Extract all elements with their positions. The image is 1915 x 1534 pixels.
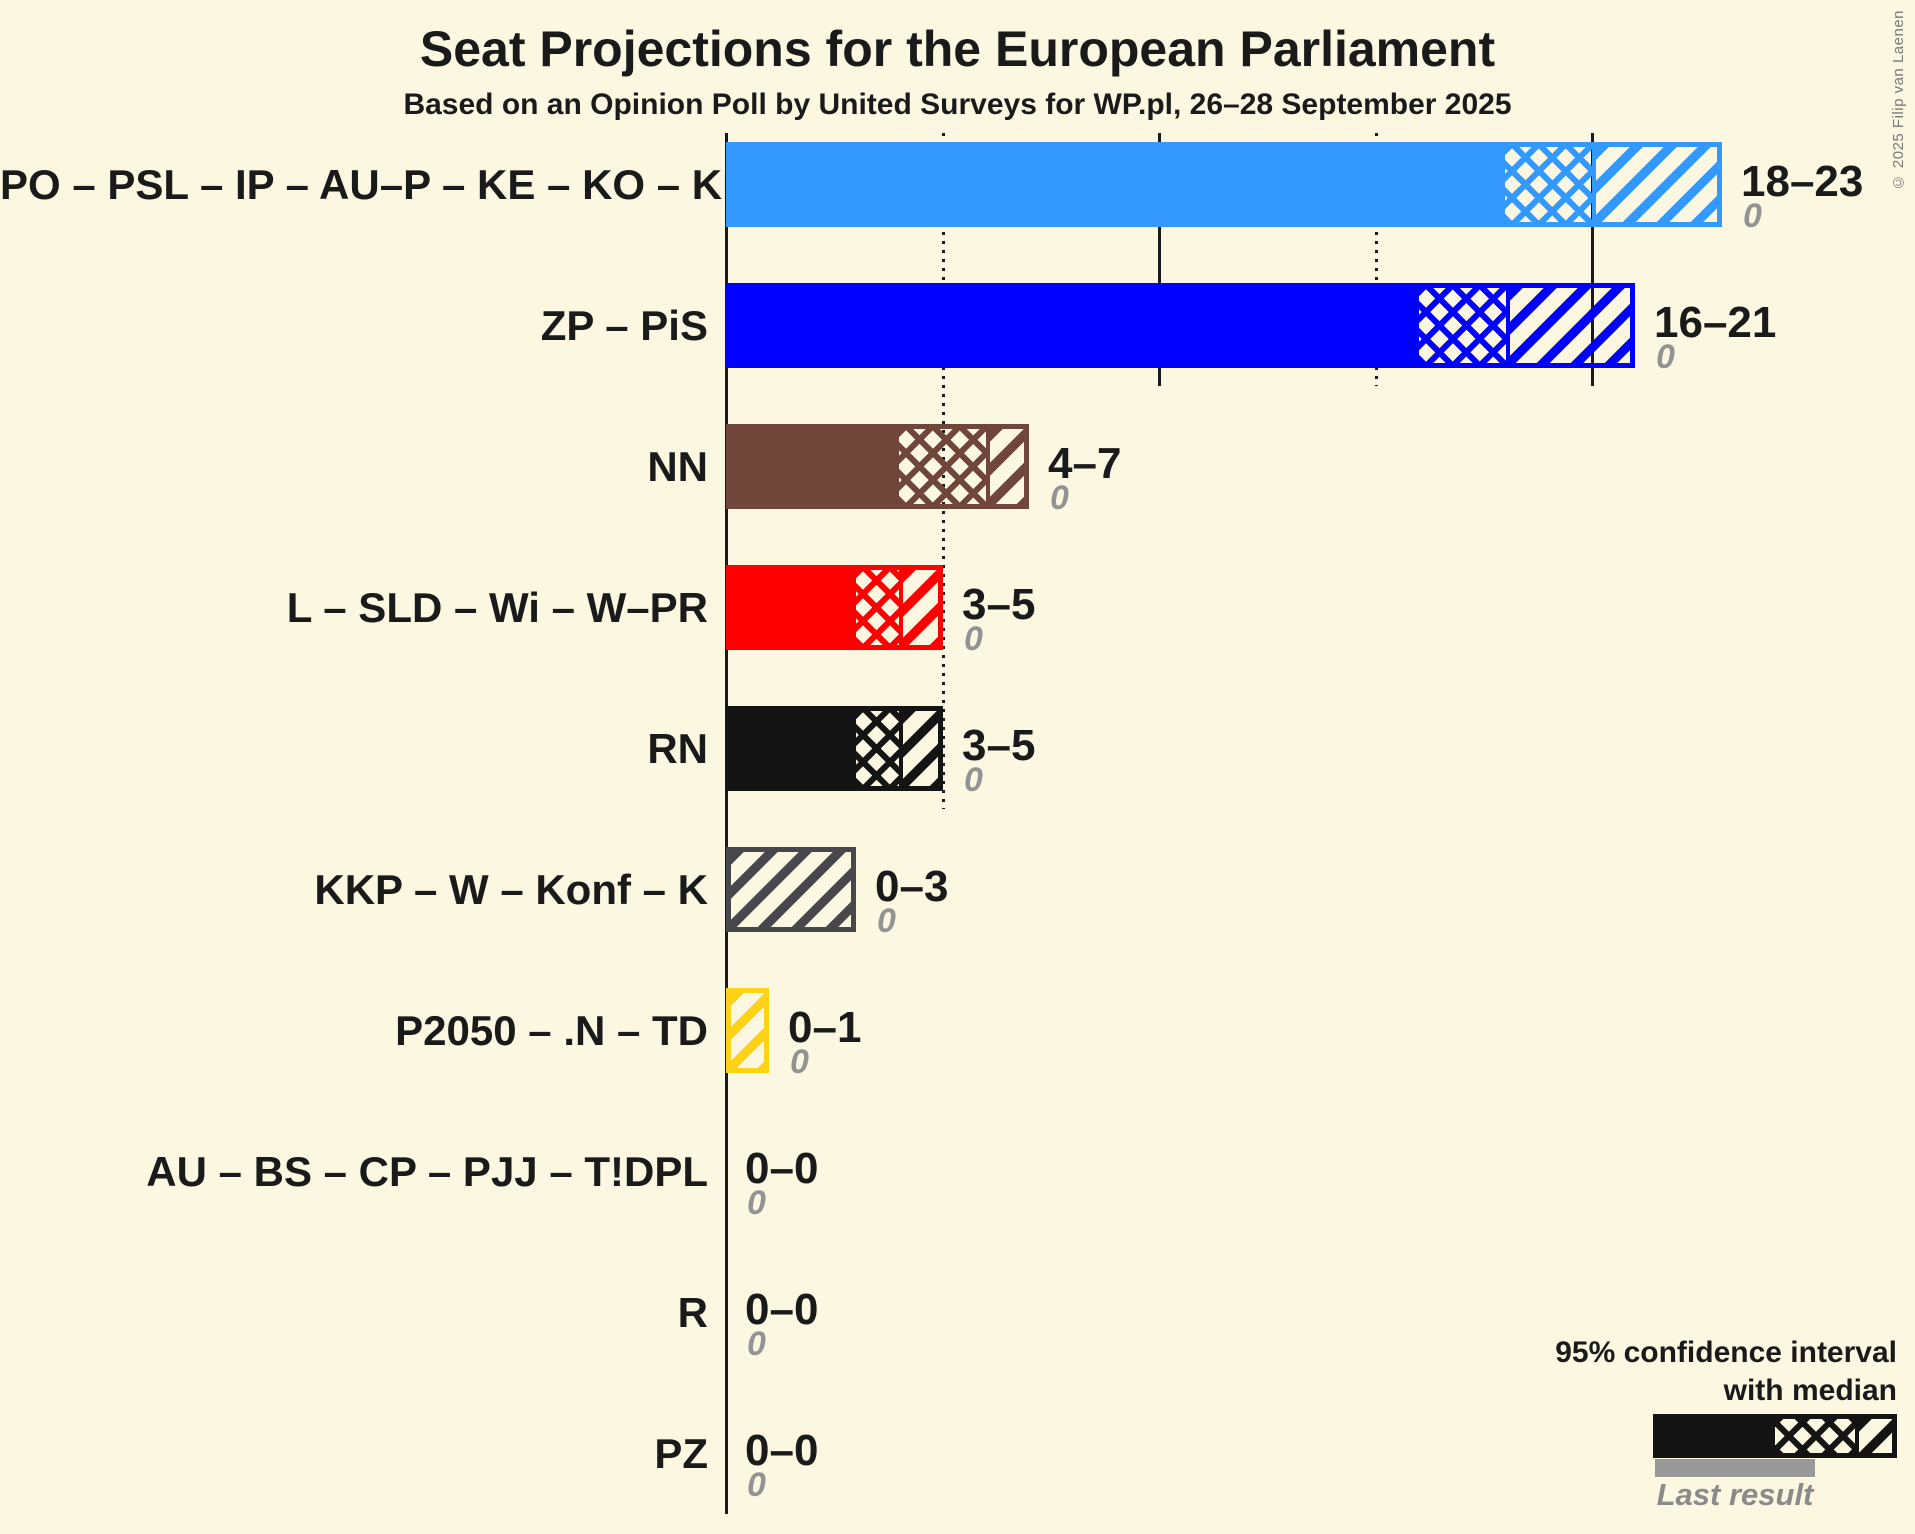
x-gridline-20	[1591, 133, 1594, 386]
party-label: AU – BS – CP – PJJ – T!DPL	[146, 1148, 708, 1195]
last-result-value: 0	[964, 620, 983, 658]
x-gridline-15	[1375, 133, 1378, 386]
last-result-value: 0	[1743, 197, 1762, 235]
bar-row: PO – PSL – IP – AU–P – KE – KO – KP – P 1…	[0, 142, 1915, 233]
ci-crosshatch-segment	[1505, 147, 1592, 222]
last-result-value: 0	[1656, 338, 1675, 376]
ci-diagonal-segment	[731, 852, 851, 927]
bar-row: P2050 – .N – TD 0–1 0	[0, 988, 1915, 1079]
ci-diagonal-segment	[899, 711, 938, 786]
ci-diagonal-segment	[1855, 1419, 1892, 1453]
x-gridline-10	[1158, 133, 1161, 386]
chart-title: Seat Projections for the European Parlia…	[419, 21, 1496, 77]
party-label: L – SLD – Wi – W–PR	[286, 584, 708, 631]
last-result-value: 0	[877, 902, 896, 940]
ci-solid-segment	[731, 147, 1505, 222]
party-label: R	[677, 1289, 708, 1336]
ci-diagonal-segment	[986, 429, 1024, 504]
ci-range-label: 4–7	[1048, 439, 1122, 488]
bar-row: RN 3–5 0	[0, 706, 1915, 797]
ci-range-label: 18–23	[1741, 157, 1864, 206]
party-label: ZP – PiS	[540, 302, 708, 349]
legend-last-result-label: Last result	[1656, 1477, 1814, 1512]
party-label: NN	[647, 443, 708, 490]
ci-crosshatch-segment	[856, 570, 899, 645]
legend-last-result-bar	[1655, 1459, 1815, 1477]
party-label: PZ	[654, 1430, 708, 1477]
chart-subtitle: Based on an Opinion Poll by United Surve…	[403, 88, 1512, 121]
ci-diagonal-segment	[899, 570, 938, 645]
ci-solid-segment	[731, 570, 856, 645]
bar-row: ZP – PiS 16–21 0	[0, 283, 1915, 374]
ci-bar	[726, 988, 769, 1073]
party-label: KKP – W – Konf – K	[314, 866, 708, 913]
last-result-value: 0	[747, 1325, 766, 1363]
ci-crosshatch-segment	[1775, 1419, 1855, 1453]
legend-ci-line2: with median	[1723, 1374, 1897, 1407]
last-result-value: 0	[964, 761, 983, 799]
ci-bar	[726, 424, 1029, 509]
ci-diagonal-segment	[1506, 288, 1630, 363]
ci-range-label: 0–0	[745, 1285, 819, 1334]
last-result-value: 0	[747, 1466, 766, 1504]
copyright-note: © 2025 Filip van Laenen	[1890, 10, 1907, 191]
legend-ci-line1: 95% confidence interval	[1555, 1336, 1897, 1369]
ci-range-label: 0–0	[745, 1144, 819, 1193]
ci-range-label: 3–5	[962, 721, 1036, 770]
ci-crosshatch-segment	[856, 711, 899, 786]
ci-bar	[726, 706, 943, 791]
ci-diagonal-segment	[731, 993, 764, 1068]
ci-solid-segment	[731, 288, 1419, 363]
ci-range-label: 16–21	[1654, 298, 1777, 347]
x-axis-line	[725, 133, 728, 1514]
last-result-value: 0	[790, 1043, 809, 1081]
party-label: PO – PSL – IP – AU–P – KE – KO – KP – P	[0, 161, 825, 208]
ci-diagonal-segment	[1592, 147, 1717, 222]
legend-ci-label: 95% confidence interval with median	[1555, 1334, 1897, 1410]
ci-bar	[726, 565, 943, 650]
bar-row: L – SLD – Wi – W–PR 3–5 0	[0, 565, 1915, 656]
bar-row: KKP – W – Konf – K 0–3 0	[0, 847, 1915, 938]
last-result-value: 0	[1050, 479, 1069, 517]
ci-range-label: 3–5	[962, 580, 1036, 629]
ci-solid-segment	[731, 429, 899, 504]
ci-range-label: 0–0	[745, 1426, 819, 1475]
ci-range-label: 0–1	[788, 1003, 862, 1052]
ci-crosshatch-segment	[1419, 288, 1506, 363]
bar-row: PZ 0–0 0	[0, 1411, 1915, 1503]
party-label: RN	[647, 725, 708, 772]
ci-bar	[1653, 1414, 1897, 1458]
ci-bar	[726, 847, 856, 932]
ci-range-label: 0–3	[875, 862, 949, 911]
bar-row: AU – BS – CP – PJJ – T!DPL 0–0 0	[0, 1129, 1915, 1221]
ci-solid-segment	[1658, 1419, 1775, 1453]
bar-row: R 0–0 0	[0, 1270, 1915, 1362]
party-label: P2050 – .N – TD	[395, 1007, 708, 1054]
ci-solid-segment	[731, 711, 856, 786]
ci-crosshatch-segment	[899, 429, 986, 504]
last-result-value: 0	[747, 1184, 766, 1222]
ci-bar	[726, 283, 1635, 368]
ci-bar	[726, 142, 1722, 227]
bar-row: NN 4–7 0	[0, 424, 1915, 515]
